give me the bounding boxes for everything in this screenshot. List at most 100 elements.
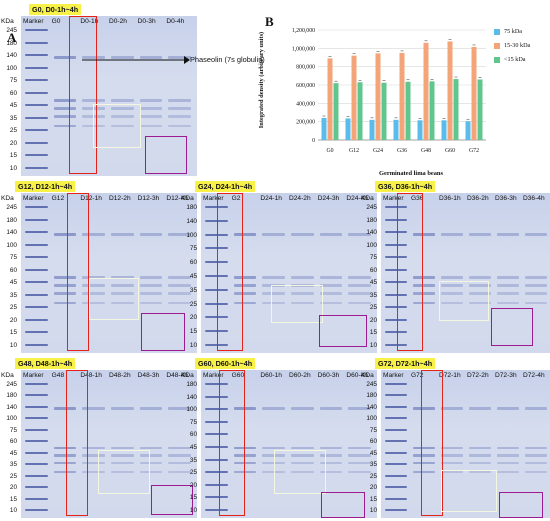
lane-label: D60-3h	[317, 372, 340, 379]
sample-band	[53, 284, 77, 287]
sample-band	[82, 454, 105, 457]
sample-band	[168, 99, 191, 102]
marker-band	[25, 256, 48, 259]
marker-kda-label: 140	[6, 229, 17, 237]
sample-band	[82, 292, 105, 295]
sample-band	[168, 115, 191, 118]
kda-header: KDa	[1, 372, 14, 379]
sample-band	[413, 454, 435, 457]
sample-band	[168, 407, 191, 410]
sample-band	[469, 446, 491, 450]
sample-band	[413, 301, 435, 305]
marker-kda-label: 75	[369, 254, 377, 262]
sample-band	[469, 454, 491, 457]
marker-kda-label: 180	[186, 204, 197, 211]
sample-band	[262, 407, 285, 410]
marker-band	[25, 268, 48, 271]
y-tick-label: 800,000	[296, 65, 315, 71]
panel-label-a: A	[7, 30, 17, 45]
kda-header: KDa	[1, 195, 14, 202]
marker-band	[385, 428, 407, 431]
marker-band	[25, 509, 48, 511]
sample-band	[291, 461, 314, 465]
marker-kda-label: 180	[6, 216, 17, 224]
highlight-control-lane	[219, 370, 245, 516]
marker-kda-label: 100	[366, 415, 377, 423]
sample-band	[53, 461, 77, 465]
sample-band	[111, 276, 134, 279]
sample-band	[291, 446, 314, 450]
marker-band	[205, 219, 228, 222]
marker-kda-label: 100	[6, 415, 17, 423]
sample-band	[82, 301, 105, 305]
marker-kda-label: 35	[9, 114, 17, 122]
bar--15-kda	[381, 82, 387, 140]
marker-kda-label: 10	[369, 342, 377, 349]
bar-75-kda	[465, 121, 471, 140]
lane-label: Marker	[23, 372, 44, 379]
marker-band	[385, 243, 407, 246]
sample-band	[53, 454, 77, 457]
lane-label: D0-4h	[166, 18, 185, 25]
marker-kda-label: 35	[9, 291, 17, 299]
marker-band	[205, 233, 228, 236]
sample-band	[413, 292, 435, 295]
sample-band	[525, 407, 547, 410]
marker-band	[25, 54, 48, 57]
sample-band	[348, 407, 371, 410]
sample-band	[497, 284, 519, 287]
marker-kda-label: 60	[9, 89, 17, 97]
sample-band	[291, 454, 314, 457]
x-tick-label: G0	[326, 148, 333, 154]
lane-label: D0-2h	[109, 18, 127, 25]
sample-band	[525, 301, 547, 305]
sample-band	[348, 470, 371, 474]
marker-band	[205, 206, 228, 208]
lane-label: D60-2h	[289, 372, 311, 379]
marker-band	[25, 440, 48, 443]
sample-band	[111, 124, 134, 128]
sample-band	[168, 446, 191, 450]
sample-band	[262, 292, 285, 295]
marker-band	[25, 243, 48, 246]
bar--15-kda	[357, 82, 363, 140]
lane-label: D12-2h	[109, 195, 131, 202]
marker-kda-label: 10	[369, 507, 377, 514]
marker-kda-label: 60	[189, 431, 197, 439]
sample-band	[82, 407, 105, 410]
sample-band	[168, 233, 191, 236]
sample-band	[348, 284, 371, 287]
marker-kda-label: 35	[369, 461, 377, 469]
sample-band	[53, 56, 77, 59]
gel-title: G12, D12-1h~4h	[15, 181, 76, 192]
kda-header: KDa	[181, 195, 194, 202]
sample-band	[262, 470, 285, 474]
sample-band	[53, 115, 77, 118]
highlight-15-30kda-region	[93, 104, 141, 148]
sample-band	[233, 301, 257, 305]
highlight-15-30kda-region	[98, 450, 150, 494]
sample-band	[139, 276, 163, 279]
sample-band	[413, 284, 435, 287]
lane-label: D36-4h	[523, 195, 545, 202]
bar-15-30-kda	[471, 46, 477, 140]
sample-band	[291, 301, 314, 305]
sample-band	[497, 276, 519, 279]
lane-label: G72	[411, 372, 424, 379]
sds-page-gel: Marker G36 D36-1h D36-2h D36-3h D36-4h	[381, 193, 550, 353]
marker-band	[25, 306, 48, 309]
sample-band	[168, 276, 191, 279]
marker-kda-label: 45	[189, 273, 197, 280]
marker-band	[205, 496, 228, 499]
sample-band	[262, 454, 285, 457]
bar--15-kda	[405, 81, 411, 140]
sample-band	[139, 454, 163, 457]
sample-band	[469, 407, 491, 410]
sds-page-gel: Marker G0 D0-1h D0-2h D0-3h D0-4h	[21, 16, 197, 176]
marker-band	[25, 66, 48, 69]
sample-band	[53, 407, 77, 410]
y-tick-label: 600,000	[296, 83, 315, 89]
bar-15-30-kda	[447, 41, 453, 140]
bar--15-kda	[333, 83, 339, 140]
sample-band	[139, 124, 163, 128]
